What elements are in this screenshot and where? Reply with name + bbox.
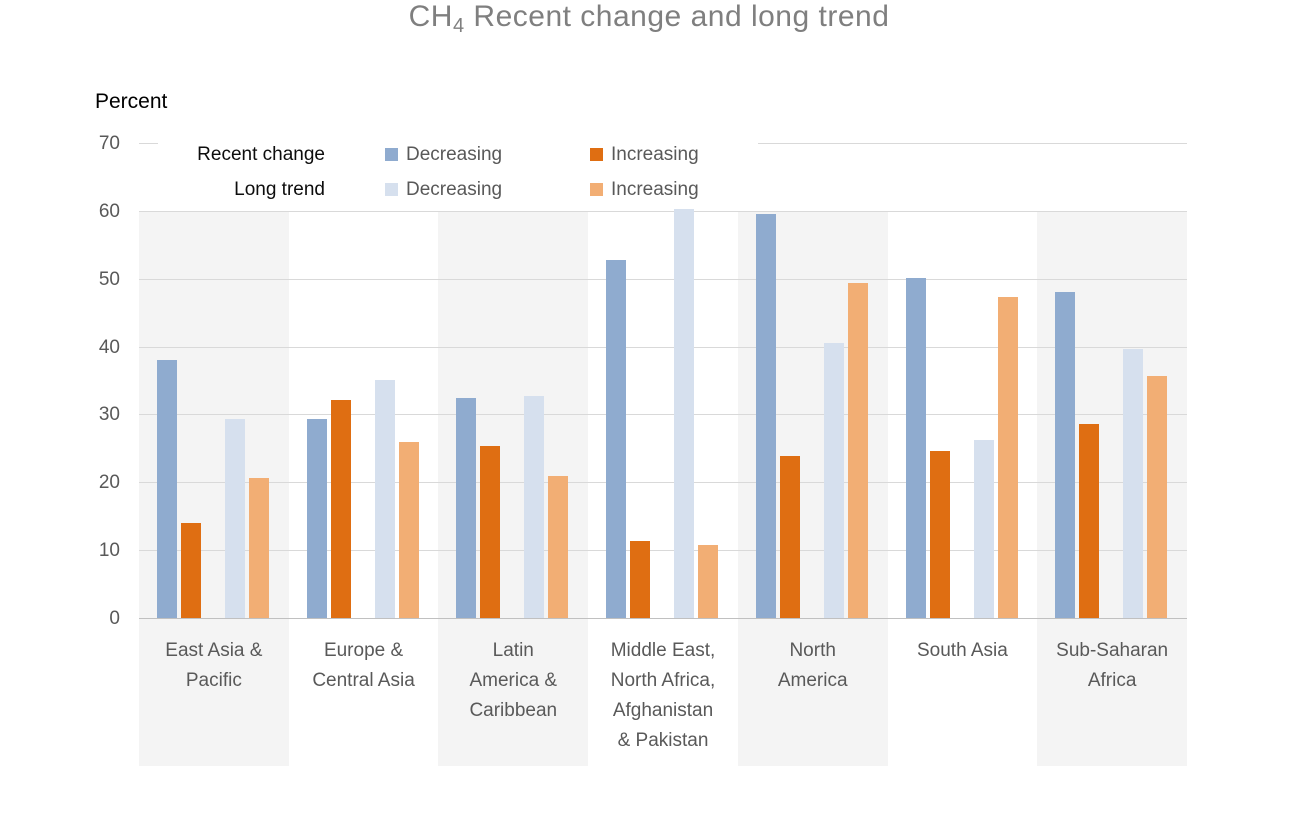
legend-entry-label: Decreasing <box>406 178 503 200</box>
x-axis-label-line: East Asia & <box>165 640 263 661</box>
x-axis-label-line: & Pakistan <box>617 730 709 751</box>
chart-title-subscript: 4 <box>452 15 465 37</box>
y-tick-label: 50 <box>98 269 120 290</box>
legend-swatch-icon <box>590 148 603 161</box>
legend-entry-label: Increasing <box>611 178 699 200</box>
legend: Recent change Decreasing Increasing Long tr… <box>158 137 758 207</box>
x-axis-label-line: Pacific <box>185 670 242 691</box>
x-axis-label-line: North <box>789 640 836 661</box>
legend-entry: Increasing <box>530 144 758 166</box>
legend-entry: Decreasing <box>325 144 530 166</box>
x-axis-label-line: Africa <box>1087 670 1137 691</box>
legend-group-header: Long trend <box>234 178 325 200</box>
x-axis-category-label: Latin America & Caribbean <box>438 636 588 726</box>
x-axis-label-line: South Asia <box>916 640 1008 661</box>
legend-entry: Increasing <box>530 179 758 201</box>
y-tick-label: 40 <box>98 337 120 358</box>
chart-title: CH4 Recent change and long trend <box>0 0 1298 37</box>
x-axis-category-label: Middle East, North Africa, Afghanistan & Pa… <box>588 636 738 756</box>
legend-swatch-icon <box>385 183 398 196</box>
y-tick-label: 0 <box>109 608 120 629</box>
y-tick-label: 70 <box>98 133 120 154</box>
legend-swatch-icon <box>590 183 603 196</box>
x-axis-line <box>139 618 1187 619</box>
x-axis-label-line: Latin <box>492 640 534 661</box>
x-axis-label-line: Afghanistan <box>612 700 714 721</box>
legend-entry-label: Increasing <box>611 143 699 165</box>
x-axis-label-line: Europe & <box>323 640 404 661</box>
x-axis-category-label: Sub-Saharan Africa <box>1037 636 1187 696</box>
legend-swatch-icon <box>385 148 398 161</box>
plot-area <box>139 143 1187 618</box>
chart-title-rest: Recent change and long trend <box>473 0 890 33</box>
x-axis-label-line: Caribbean <box>469 700 558 721</box>
x-axis-label-line: Central Asia <box>312 670 415 691</box>
x-axis-label-line: Middle East, <box>610 640 716 661</box>
legend-entry-label: Decreasing <box>406 143 503 165</box>
x-axis-label-line: America & <box>469 670 558 691</box>
y-tick-label: 20 <box>98 472 120 493</box>
legend-group-header: Recent change <box>197 143 325 165</box>
x-axis-label-line: Sub-Saharan <box>1056 640 1169 661</box>
x-axis-label-line: North Africa, <box>610 670 716 691</box>
y-axis-title: Percent <box>95 90 168 113</box>
chart-title-formula: CH4 <box>408 0 465 37</box>
chart-title-prefix: CH <box>408 0 453 33</box>
x-axis-label-line: America <box>777 670 848 691</box>
y-tick-label: 60 <box>98 201 120 222</box>
x-axis-category-label: South Asia <box>888 636 1038 666</box>
x-axis-category-label: Europe & Central Asia <box>289 636 439 696</box>
x-axis-category-label: North America <box>738 636 888 696</box>
legend-entry: Decreasing <box>325 179 530 201</box>
x-axis-category-label: East Asia & Pacific <box>139 636 289 696</box>
y-tick-label: 30 <box>98 404 120 425</box>
y-tick-label: 10 <box>98 540 120 561</box>
